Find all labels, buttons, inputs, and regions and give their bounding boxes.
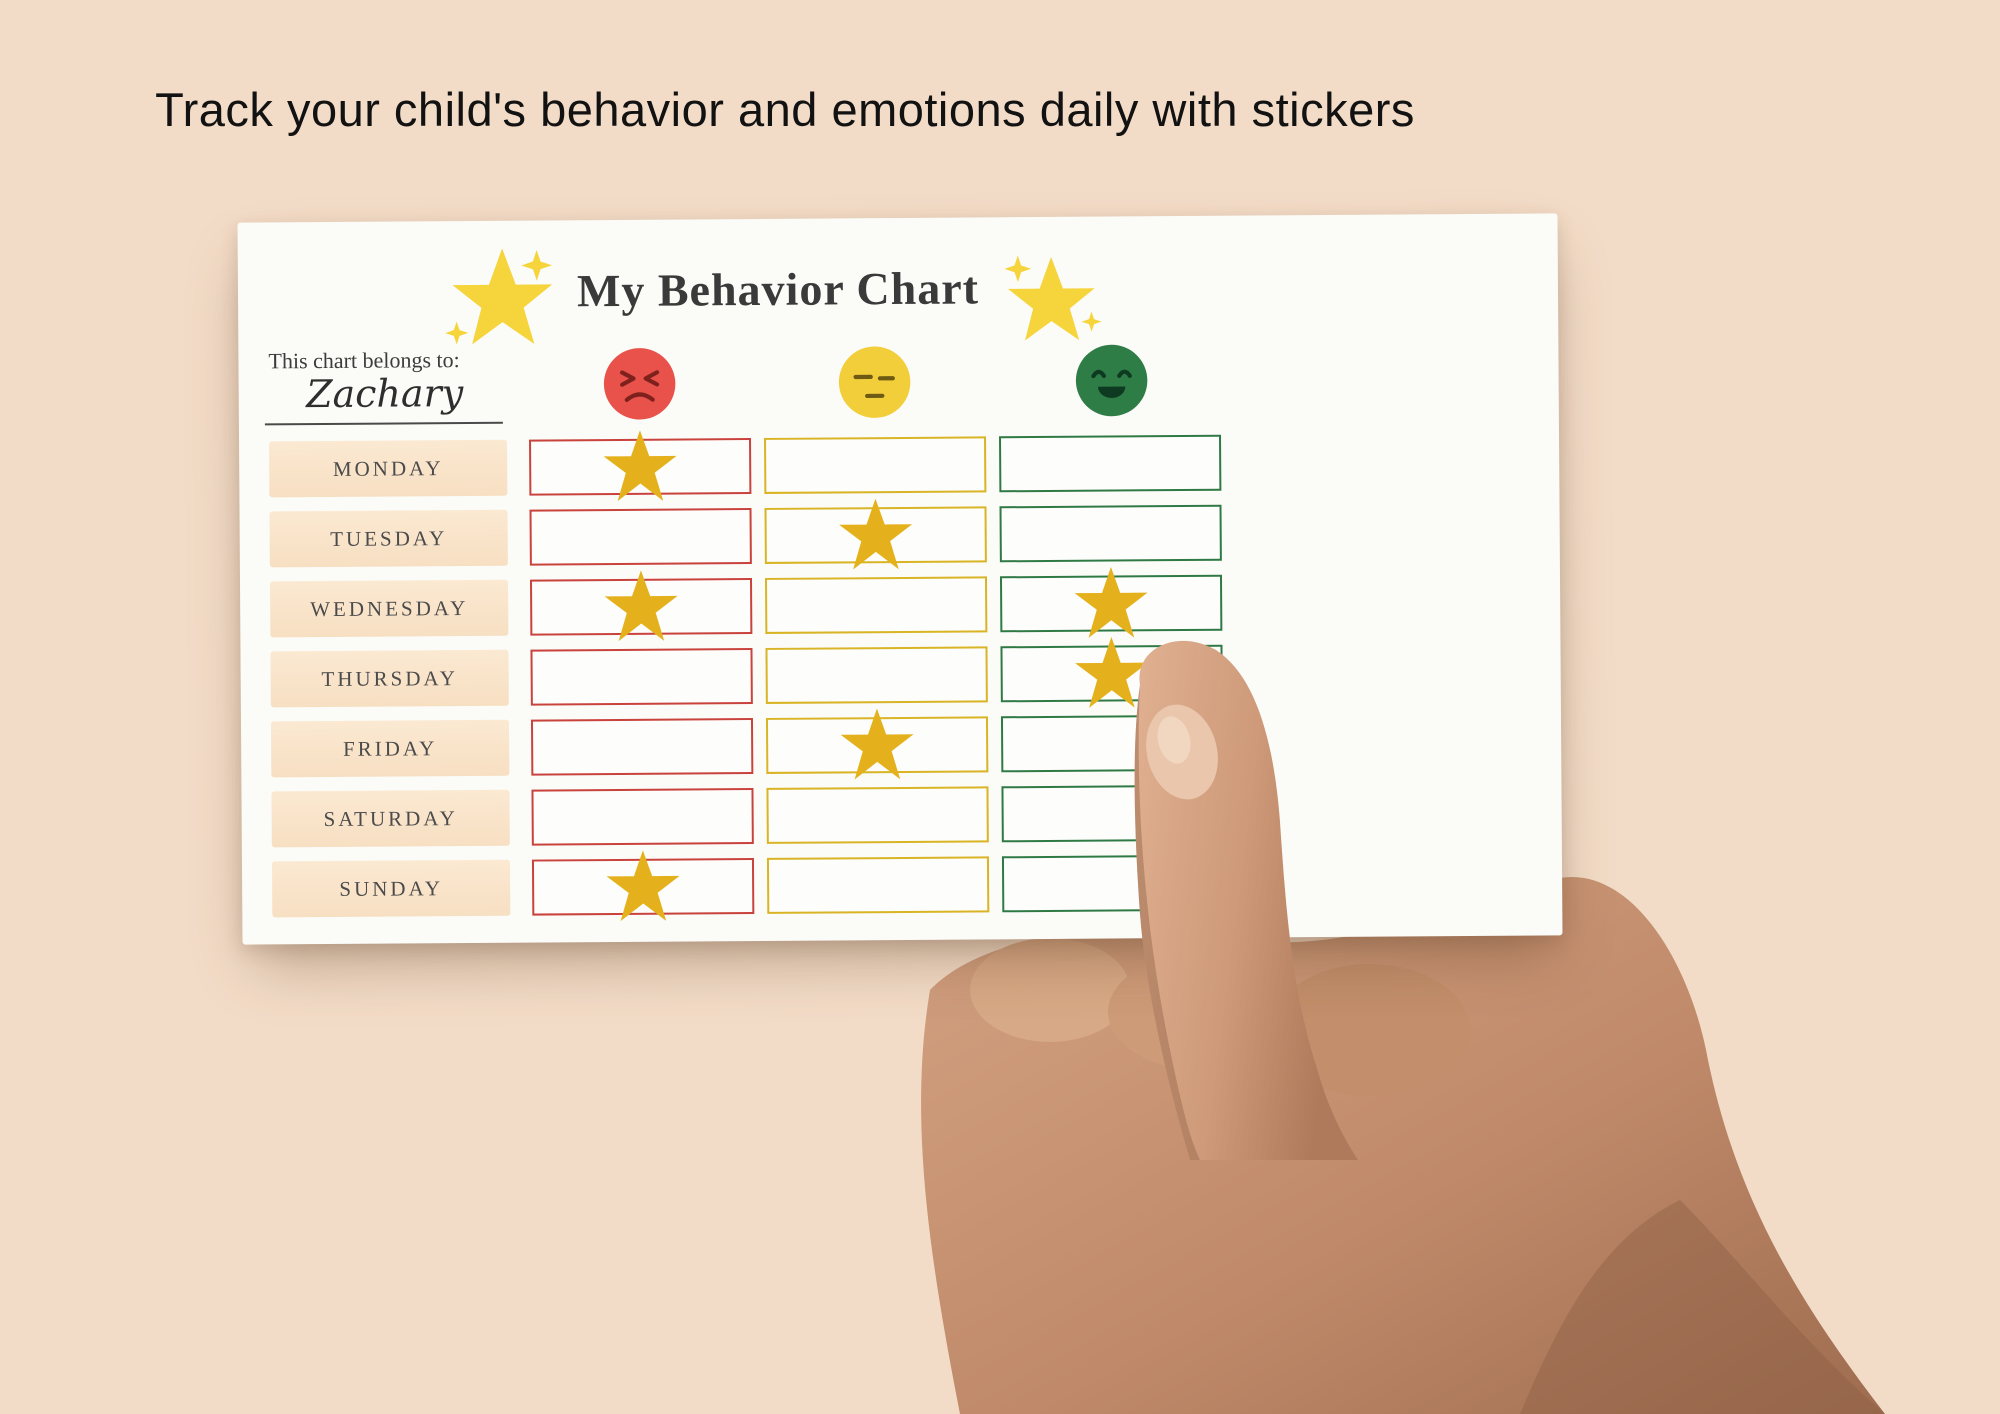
cell-tuesday-green bbox=[999, 504, 1222, 563]
day-label-friday: FRIDAY bbox=[270, 719, 510, 778]
headline: Track your child's behavior and emotions… bbox=[155, 83, 1415, 136]
cell-wednesday-red bbox=[529, 570, 753, 642]
gold-star-sticker bbox=[603, 430, 677, 502]
day-label-thursday: THURSDAY bbox=[270, 649, 509, 708]
cell-monday-green bbox=[999, 434, 1222, 493]
behavior-chart-card: My Behavior Chart This chart belongs to:… bbox=[237, 213, 1563, 945]
cell-friday-red bbox=[530, 718, 754, 776]
gold-star-sticker bbox=[840, 708, 914, 780]
cell-saturday-yellow bbox=[766, 786, 989, 844]
name-underline bbox=[264, 421, 503, 426]
angry-face-icon bbox=[603, 348, 676, 420]
cell-wednesday-green bbox=[999, 567, 1223, 638]
cell-saturday-red bbox=[531, 788, 754, 846]
cell-wednesday-yellow bbox=[764, 576, 988, 634]
hand-shadow bbox=[1520, 1200, 1885, 1414]
cell-tuesday-yellow bbox=[764, 498, 987, 570]
fingertip bbox=[1270, 964, 1470, 1096]
cell-monday-red bbox=[529, 430, 752, 502]
day-label-sunday: SUNDAY bbox=[271, 859, 511, 918]
gold-star-sticker bbox=[1075, 637, 1149, 708]
cell-sunday-red bbox=[531, 850, 755, 922]
card-title: My Behavior Chart bbox=[576, 262, 980, 317]
cell-thursday-green bbox=[1000, 637, 1223, 708]
sparkle-star-icon bbox=[445, 248, 553, 345]
cell-thursday-red bbox=[530, 648, 753, 706]
thumbnail-highlight bbox=[1157, 716, 1191, 764]
day-label-monday: MONDAY bbox=[269, 439, 508, 498]
thumb-shading bbox=[1134, 685, 1200, 1160]
day-label-saturday: SATURDAY bbox=[271, 789, 510, 848]
gold-star-sticker bbox=[839, 498, 913, 570]
behavior-table: MONDAY TUESDAY WEDNESDAY THURSDAY FRIDAY… bbox=[269, 430, 1225, 922]
thumb-photo bbox=[1134, 640, 1358, 1160]
gold-star-sticker bbox=[1074, 567, 1148, 638]
day-label-tuesday: TUESDAY bbox=[269, 509, 508, 568]
child-name: Zachary bbox=[305, 371, 464, 417]
day-label-wednesday: WEDNESDAY bbox=[270, 579, 509, 638]
sparkle-star-icon bbox=[1004, 255, 1102, 341]
cell-sunday-yellow bbox=[766, 856, 990, 914]
cell-monday-yellow bbox=[764, 436, 987, 494]
gold-star-sticker bbox=[606, 850, 680, 922]
neutral-face-icon bbox=[838, 346, 911, 418]
happy-face-icon bbox=[1075, 344, 1148, 417]
cell-thursday-yellow bbox=[765, 646, 988, 704]
gold-star-sticker bbox=[604, 570, 678, 642]
cell-friday-yellow bbox=[765, 708, 989, 780]
fingertip bbox=[970, 938, 1130, 1042]
cell-tuesday-red bbox=[529, 508, 752, 566]
